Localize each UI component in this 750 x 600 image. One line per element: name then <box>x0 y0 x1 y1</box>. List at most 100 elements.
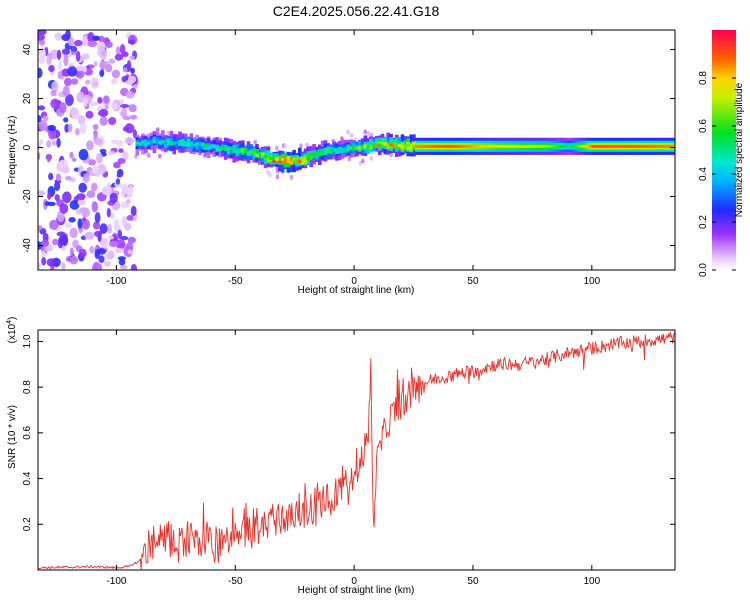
y-tick-label: 0 <box>22 144 33 150</box>
ridge-mark <box>454 144 459 148</box>
ridge-mark <box>352 143 356 150</box>
noise-scatter <box>38 30 394 270</box>
noise-mark <box>114 53 124 61</box>
ridge-mark <box>668 144 673 148</box>
noise-mark <box>82 217 86 222</box>
colorbar: 0.0 0.2 0.4 0.6 0.8 Normalized spectral ampl… <box>698 30 745 277</box>
noise-mark <box>110 78 118 85</box>
ridge-mark <box>369 144 373 149</box>
ridge-mark <box>646 144 650 148</box>
ridge-mark <box>372 143 376 147</box>
noise-mark <box>93 35 101 41</box>
ridge-mark <box>286 159 291 163</box>
noise-mark <box>108 58 116 64</box>
ridge-mark <box>449 144 453 148</box>
noise-mark <box>97 97 103 104</box>
ridge-mark <box>509 144 513 148</box>
noise-mark <box>90 182 98 192</box>
noise-mark <box>96 153 103 164</box>
ridge-mark <box>138 142 142 146</box>
noise-mark <box>130 205 137 216</box>
snr-y-multiplier-close: ) <box>7 317 18 320</box>
ridge-mark <box>349 146 353 150</box>
noise-mark <box>126 60 132 72</box>
ridge-mark <box>309 152 313 156</box>
noise-mark <box>122 67 128 73</box>
ridge-mark <box>218 146 222 150</box>
ridge-mark <box>600 144 604 148</box>
ridge-mark <box>226 146 231 150</box>
noise-mark <box>118 148 124 153</box>
noise-mark <box>116 173 122 178</box>
ridge-mark <box>189 141 194 150</box>
noise-mark <box>85 79 91 85</box>
noise-mark <box>94 212 101 224</box>
noise-mark <box>47 192 52 200</box>
noise-mark <box>103 95 110 104</box>
ridge-mark <box>266 155 271 158</box>
ridge-mark <box>466 144 470 148</box>
ridge-mark <box>340 148 345 152</box>
ridge-mark <box>258 152 262 155</box>
ridge-mark <box>531 144 536 148</box>
noise-mark <box>77 115 86 125</box>
ridge-mark <box>663 144 667 148</box>
ridge-mark <box>640 144 644 148</box>
spectrogram-frame <box>37 29 676 271</box>
ridge-mark <box>155 139 159 143</box>
noise-mark <box>99 116 108 126</box>
noise-mark <box>58 60 63 72</box>
noise-mark <box>127 75 137 84</box>
ridge-mark <box>392 144 396 148</box>
noise-mark <box>52 238 59 246</box>
ridge-mark <box>343 148 348 153</box>
noise-mark <box>99 69 105 77</box>
noise-mark <box>71 51 77 56</box>
noise-mark <box>88 159 96 166</box>
ridge-mark <box>326 149 331 153</box>
noise-mark <box>100 240 109 249</box>
ridge-mark <box>440 144 445 148</box>
noise-mark <box>58 159 69 168</box>
ridge-mark <box>529 144 533 148</box>
noise-mark <box>105 63 113 73</box>
ridge-mark <box>289 161 294 164</box>
noise-mark <box>129 55 135 61</box>
ridge-mark <box>434 144 439 148</box>
colorbar-tick-label: 0.0 <box>698 263 709 277</box>
spectrogram-y-axis: -40 -20 0 20 40 <box>22 44 675 253</box>
ridge-mark <box>298 160 302 163</box>
ridge-mark <box>206 146 211 150</box>
ridge-mark <box>551 144 556 148</box>
noise-mark <box>48 128 57 140</box>
ridge-mark <box>429 144 433 148</box>
noise-mark <box>48 172 54 181</box>
ridge-mark <box>380 142 385 145</box>
ridge-mark <box>483 144 487 148</box>
ridge-mark <box>292 157 296 161</box>
noise-mark <box>38 56 46 64</box>
ridge-mark <box>571 144 576 148</box>
noise-mark <box>76 91 85 103</box>
noise-mark <box>106 207 111 218</box>
noise-mark <box>56 231 66 237</box>
ridge-mark <box>383 142 388 146</box>
ridge-mark <box>189 141 194 145</box>
x-tick-label: 0 <box>351 276 357 287</box>
ridge-mark <box>255 149 259 157</box>
ridge-mark <box>611 144 616 148</box>
noise-mark <box>121 186 126 199</box>
ridge-mark <box>534 144 539 148</box>
ridge-mark <box>397 143 402 148</box>
ridge-mark <box>258 151 262 159</box>
noise-mark <box>113 161 121 169</box>
noise-mark <box>59 203 69 214</box>
noise-mark <box>38 67 43 78</box>
x-tick-label: 100 <box>583 576 600 587</box>
ridge-mark <box>523 144 527 148</box>
ridge-mark <box>300 157 305 160</box>
ridge-mark <box>443 144 448 148</box>
noise-mark <box>71 157 77 162</box>
noise-mark <box>67 66 78 77</box>
